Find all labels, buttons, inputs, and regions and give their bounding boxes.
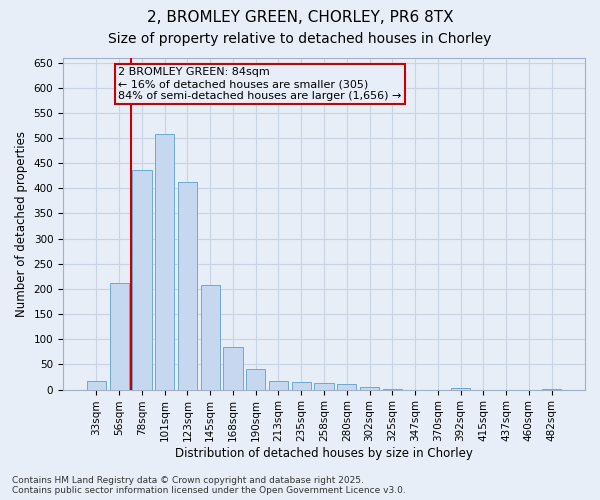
Text: Contains HM Land Registry data © Crown copyright and database right 2025.
Contai: Contains HM Land Registry data © Crown c…: [12, 476, 406, 495]
Bar: [132, 170, 152, 390]
Bar: [360, 387, 379, 390]
Bar: [87, 380, 106, 390]
Bar: [246, 370, 265, 390]
Bar: [542, 388, 561, 390]
Y-axis label: Number of detached properties: Number of detached properties: [15, 130, 28, 316]
Text: 2 BROMLEY GREEN: 84sqm
← 16% of detached houses are smaller (305)
84% of semi-de: 2 BROMLEY GREEN: 84sqm ← 16% of detached…: [118, 68, 401, 100]
Bar: [451, 388, 470, 390]
Bar: [337, 384, 356, 390]
Bar: [155, 134, 175, 390]
Bar: [314, 383, 334, 390]
Bar: [269, 380, 288, 390]
Text: Size of property relative to detached houses in Chorley: Size of property relative to detached ho…: [109, 32, 491, 46]
Text: 2, BROMLEY GREEN, CHORLEY, PR6 8TX: 2, BROMLEY GREEN, CHORLEY, PR6 8TX: [146, 10, 454, 25]
Bar: [383, 388, 402, 390]
X-axis label: Distribution of detached houses by size in Chorley: Distribution of detached houses by size …: [175, 447, 473, 460]
Bar: [223, 347, 242, 390]
Bar: [110, 283, 129, 390]
Bar: [178, 182, 197, 390]
Bar: [292, 382, 311, 390]
Bar: [200, 286, 220, 390]
